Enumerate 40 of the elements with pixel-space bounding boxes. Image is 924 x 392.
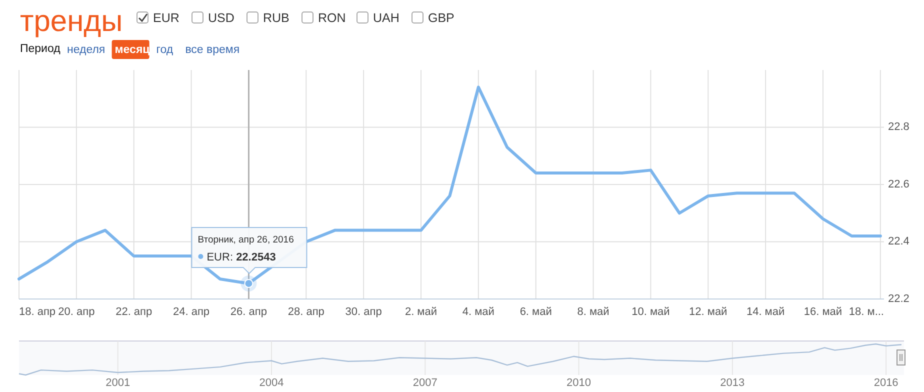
- x-tick-label: 18. м...: [848, 306, 884, 318]
- x-tick-label: 28. апр: [288, 306, 324, 318]
- text: Период: [20, 43, 61, 55]
- x-tick-label: 2007: [412, 377, 438, 389]
- x-tick-label: 2004: [259, 377, 284, 389]
- x-tick-label: 4. май: [462, 306, 494, 318]
- x-tick-label: 2. май: [404, 306, 438, 318]
- x-tick-label: 18. апр: [19, 306, 56, 318]
- x-tick-label: 6. май: [520, 306, 552, 318]
- x-tick-label: 12. май: [689, 306, 728, 318]
- text: RUB: [263, 11, 290, 25]
- x-tick-label: 16. май: [804, 306, 842, 318]
- tooltip: Вторник, апр 26, 2016 EUR: 22.2543: [191, 226, 308, 292]
- text: GBP: [428, 11, 454, 25]
- text: год: [156, 44, 174, 56]
- text: UAH: [373, 11, 400, 25]
- y-tick-label: 22.4: [888, 236, 910, 248]
- x-tick-label: 30. апр: [345, 306, 382, 318]
- text: все время: [185, 44, 240, 56]
- x-tick-label: 20. апр: [58, 306, 95, 318]
- x-tick-label: 8. май: [577, 306, 610, 318]
- text: RON: [318, 11, 346, 25]
- text: USD: [208, 11, 234, 25]
- x-tick-label: 24. апр: [173, 306, 210, 318]
- y-tick-label: 22.8: [888, 121, 910, 134]
- annotation: Вторник, апр 26, 2016 EUR: 22.2543: [198, 234, 294, 264]
- text: месяц: [114, 44, 150, 56]
- x-tick-label: 14. май: [746, 306, 785, 318]
- chart-title: тренды: [20, 5, 123, 38]
- text: EUR: [153, 11, 180, 25]
- x-tick-label: 26. апр: [230, 306, 267, 318]
- x-tick-label: 2001: [106, 377, 130, 389]
- y-tick-label: 22.6: [888, 178, 910, 190]
- x-tick-label: 22. апр: [116, 306, 152, 318]
- x-tick-label: 2013: [720, 377, 745, 389]
- x-tick-label: 2016: [874, 377, 898, 389]
- y-tick-label: 22.2: [888, 292, 910, 305]
- x-tick-label: 10. май: [632, 306, 670, 318]
- text: неделя: [67, 44, 106, 56]
- x-tick-label: 2010: [566, 377, 592, 389]
